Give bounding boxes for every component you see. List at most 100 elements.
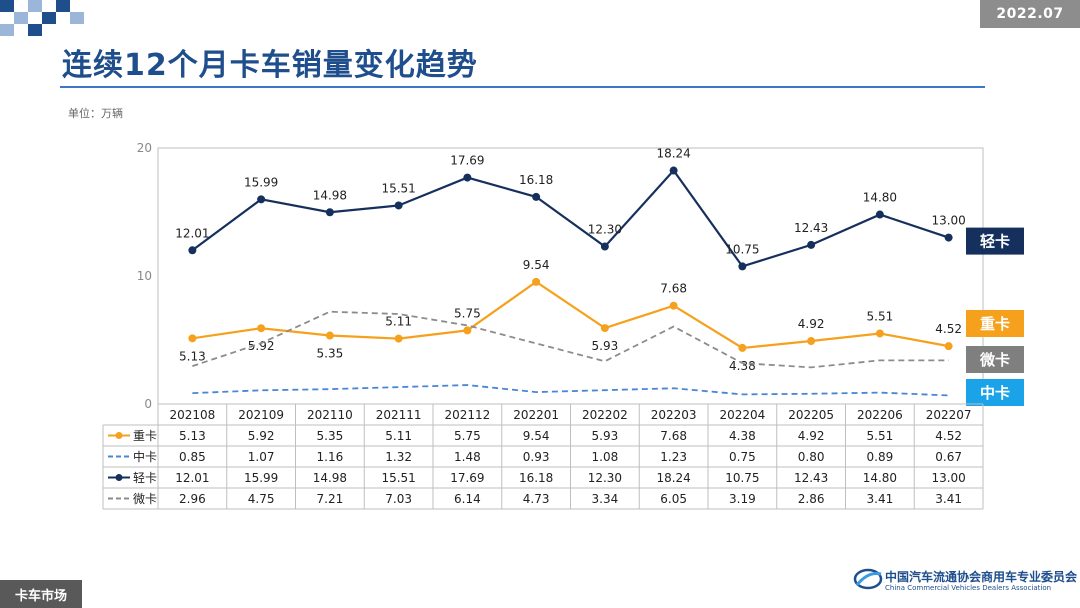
data-point xyxy=(532,192,541,201)
table-cell: 14.80 xyxy=(863,471,897,485)
org-name-en: China Commercial Vehicles Dealers Associ… xyxy=(885,584,1052,592)
series-label-box xyxy=(966,310,1024,337)
table-cell: 1.48 xyxy=(454,450,481,464)
category-label: 202109 xyxy=(238,408,284,422)
data-point xyxy=(188,334,197,343)
data-label: 12.43 xyxy=(794,221,828,235)
data-point xyxy=(394,201,403,210)
legend-name: 微卡 xyxy=(133,492,157,506)
category-label: 202108 xyxy=(169,408,215,422)
page-title: 连续12个月卡车销量变化趋势 xyxy=(62,48,478,83)
category-label: 202201 xyxy=(513,408,559,422)
table-cell: 0.67 xyxy=(935,450,962,464)
data-point xyxy=(394,334,403,343)
category-label: 202112 xyxy=(444,408,490,422)
category-label: 202206 xyxy=(857,408,903,422)
table-cell: 4.38 xyxy=(729,429,756,443)
table-cell: 0.75 xyxy=(729,450,756,464)
table-cell: 7.68 xyxy=(660,429,687,443)
table-cell: 1.32 xyxy=(385,450,412,464)
data-point xyxy=(257,195,266,204)
data-label: 5.13 xyxy=(179,349,206,363)
org-name-cn: 中国汽车流通协会商用车专业委员会 xyxy=(885,570,1078,584)
y-tick-label: 0 xyxy=(144,397,152,411)
table-cell: 5.93 xyxy=(592,429,619,443)
table-cell: 17.69 xyxy=(450,471,484,485)
unit-label: 单位：万辆 xyxy=(68,107,123,120)
data-label: 5.35 xyxy=(317,347,344,361)
data-label: 18.24 xyxy=(656,147,690,161)
series-label-box xyxy=(966,227,1024,255)
category-label: 202203 xyxy=(651,408,697,422)
data-label: 15.99 xyxy=(244,175,278,189)
series-label: 微卡 xyxy=(979,351,1010,369)
table-cell: 6.05 xyxy=(660,492,687,506)
data-label: 12.30 xyxy=(588,223,622,237)
category-label: 202202 xyxy=(582,408,628,422)
table-cell: 5.35 xyxy=(317,429,344,443)
data-label: 10.75 xyxy=(725,242,759,256)
category-label: 202110 xyxy=(307,408,353,422)
table-cell: 10.75 xyxy=(725,471,759,485)
table-cell: 12.01 xyxy=(175,471,209,485)
table-cell: 4.73 xyxy=(523,492,550,506)
table-cell: 7.21 xyxy=(317,492,344,506)
legend-name: 中卡 xyxy=(133,449,157,464)
table-cell: 0.80 xyxy=(798,450,825,464)
table-cell: 0.93 xyxy=(523,450,550,464)
data-point xyxy=(669,166,678,175)
series-label: 重卡 xyxy=(980,315,1010,333)
data-point xyxy=(600,324,609,333)
table-cell: 1.23 xyxy=(660,450,687,464)
data-point xyxy=(875,329,884,338)
data-label: 4.38 xyxy=(729,359,756,373)
data-label: 14.98 xyxy=(313,188,347,202)
table-cell: 0.85 xyxy=(179,450,206,464)
legend-marker xyxy=(115,474,123,481)
table-cell: 5.13 xyxy=(179,429,206,443)
series-line-3 xyxy=(192,310,949,369)
data-label: 5.51 xyxy=(867,309,894,323)
data-point xyxy=(807,240,816,249)
table-cell: 1.16 xyxy=(317,450,344,464)
data-label: 4.92 xyxy=(798,317,825,331)
org-logo-icon xyxy=(853,568,883,590)
table-cell: 12.30 xyxy=(588,471,622,485)
data-point xyxy=(188,246,197,255)
table-cell: 5.75 xyxy=(454,429,481,443)
checker-decoration xyxy=(0,0,84,36)
table-cell: 9.54 xyxy=(523,429,550,443)
series-label-box xyxy=(966,346,1024,373)
data-point xyxy=(532,277,541,286)
data-point xyxy=(875,210,884,219)
data-point xyxy=(600,242,609,251)
category-label: 202205 xyxy=(788,408,834,422)
date-badge: 2022.07 xyxy=(980,0,1080,28)
table-cell: 12.43 xyxy=(794,471,828,485)
y-tick-label: 10 xyxy=(137,269,152,283)
data-point xyxy=(257,324,266,333)
legend-name: 轻卡 xyxy=(133,471,157,485)
data-point xyxy=(325,208,334,217)
data-label: 9.54 xyxy=(523,258,550,272)
table-cell: 1.08 xyxy=(592,450,619,464)
category-label: 202111 xyxy=(376,408,422,422)
table-cell: 5.92 xyxy=(248,429,275,443)
data-label: 14.80 xyxy=(863,191,897,205)
table-cell: 2.86 xyxy=(798,492,825,506)
table-cell: 4.92 xyxy=(798,429,825,443)
table-cell: 5.11 xyxy=(385,429,412,443)
table-cell: 4.52 xyxy=(935,429,962,443)
y-tick-label: 20 xyxy=(137,141,152,155)
data-label: 5.93 xyxy=(592,339,619,353)
series-line-2 xyxy=(191,168,949,268)
data-point xyxy=(738,343,747,352)
table-cell: 2.96 xyxy=(179,492,206,506)
table-cell: 15.51 xyxy=(381,471,415,485)
title-divider xyxy=(60,86,985,88)
data-label: 4.52 xyxy=(935,322,962,336)
data-point xyxy=(669,301,678,310)
table-cell: 3.41 xyxy=(867,492,894,506)
data-point xyxy=(807,337,816,346)
